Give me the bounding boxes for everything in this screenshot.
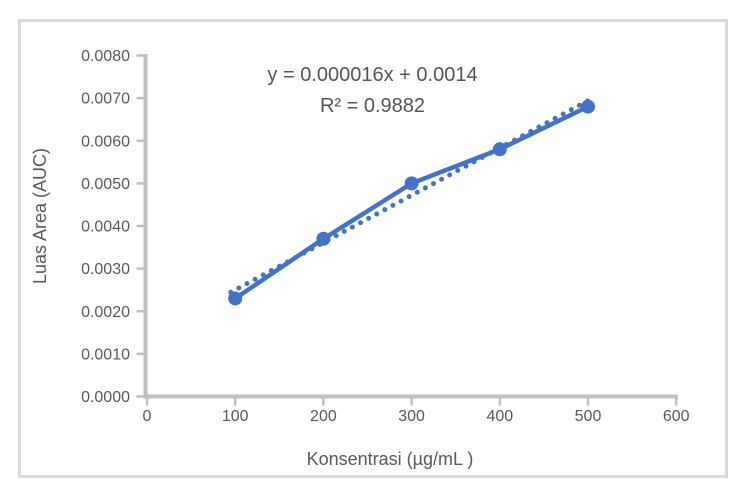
trendline-dotted <box>228 95 595 295</box>
y-tick-label: 0.0030 <box>81 261 130 278</box>
trendline-equation: y = 0.000016x + 0.0014 <box>267 64 478 86</box>
x-tick-label: 100 <box>222 408 249 425</box>
y-tick-label: 0.0040 <box>81 219 130 236</box>
y-tick-label: 0.0050 <box>81 176 130 193</box>
data-point-marker <box>228 291 243 306</box>
data-point-marker <box>404 176 419 191</box>
y-tick-label: 0.0010 <box>81 346 130 363</box>
y-tick-label: 0.0070 <box>81 91 130 108</box>
trendline-equation-block: y = 0.000016x + 0.0014 R² = 0.9882 <box>215 60 530 122</box>
y-axis-title: Luas Area (AUC) <box>30 147 50 285</box>
chart-frame <box>18 19 728 478</box>
x-tick-label: 300 <box>398 408 425 425</box>
data-point-marker <box>492 142 507 157</box>
x-tick-label: 400 <box>486 408 513 425</box>
y-tick-label: 0.0000 <box>81 389 130 406</box>
x-tick-label: 600 <box>663 408 690 425</box>
series-line <box>232 104 591 301</box>
x-axis-title: Konsentrasi (µg/mL ) <box>306 449 474 469</box>
y-tick-label: 0.0080 <box>81 48 130 65</box>
x-tick-label: 200 <box>310 408 337 425</box>
x-tick-label: 500 <box>575 408 602 425</box>
x-tick-label: 0 <box>143 408 152 425</box>
r-squared-value: R² = 0.9882 <box>319 95 426 117</box>
data-point-marker <box>581 99 595 114</box>
y-tick-label: 0.0020 <box>81 304 130 321</box>
data-point-marker <box>316 231 331 246</box>
y-tick-label: 0.0060 <box>81 133 130 150</box>
